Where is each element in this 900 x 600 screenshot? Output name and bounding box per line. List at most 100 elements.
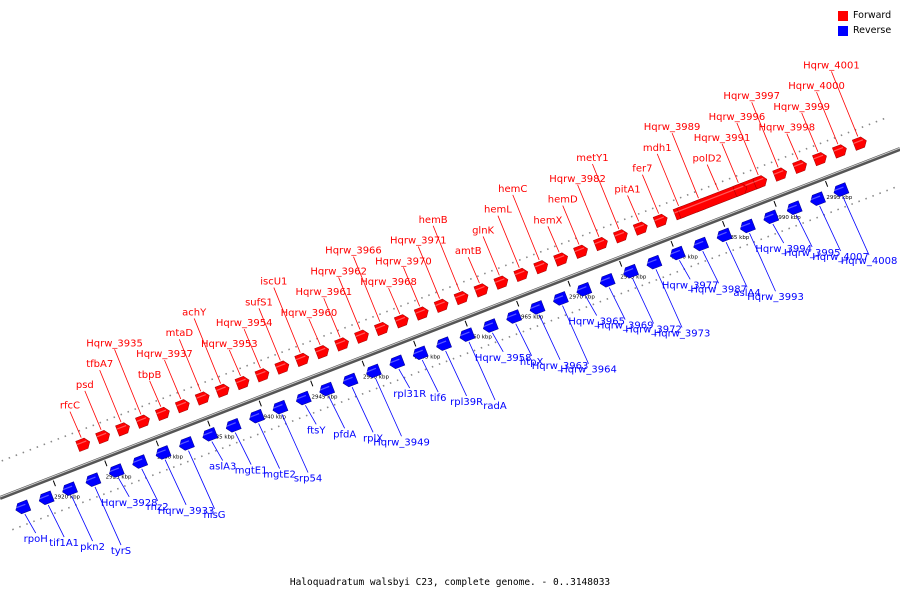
gene-arrow-Hqrw_3999[interactable] [812,151,828,167]
gene-arrow-Hqrw_3958[interactable] [481,318,499,334]
gene-label-Hqrw_3970: Hqrw_3970 [375,256,432,267]
gene-arrow-rpl31R[interactable] [388,354,406,370]
leader-line [736,122,759,176]
leader-line [482,236,500,276]
leader-line [632,278,654,324]
gene-arrow-Hqrw_3962[interactable] [354,329,370,344]
gene-arrow-Hqrw_3960[interactable] [314,344,331,360]
gene-arrow-rfcC[interactable] [75,437,92,452]
gene-arrow-hemB[interactable] [453,290,470,306]
gene-arrow-Hqrw_3972[interactable] [622,263,639,279]
gene-arrow-Hqrw_3994[interactable] [762,209,780,225]
gene-arrow-Hqrw_3969[interactable] [598,272,616,288]
tick-mark [258,400,262,407]
gene-arrow-fer7[interactable] [652,213,669,228]
tick-label: 2925 kbp [106,474,132,480]
gene-arrow-Hqrw_3982[interactable] [593,236,609,252]
gene-arrow-Hqrw_3996[interactable] [752,174,769,190]
legend-swatch [838,25,848,36]
gene-arrow-polD2[interactable] [676,176,765,219]
gene-arrow-ftsY[interactable] [294,390,312,406]
gene-arrow-rplX[interactable] [341,372,359,388]
gene-arrow-sufS1[interactable] [274,359,291,375]
gene-arrow-Hqrw_3987[interactable] [692,236,710,252]
gene-arrow-radA[interactable] [458,327,476,343]
gene-arrow-Hqrw_3937[interactable] [174,398,191,414]
gene-arrow-Hqrw_3961[interactable] [334,336,351,352]
gene-arrow-Hqrw_3954[interactable] [254,367,271,383]
gene-arrow-tfbA7[interactable] [115,421,132,437]
gene-arrow-pkn2[interactable] [61,481,78,497]
gene-arrow-Hqrw_3968[interactable] [393,313,410,329]
gene-arrow-tyrS[interactable] [84,472,102,488]
gene-arrow-hemL[interactable] [513,267,530,283]
gene-arrow-rpoH[interactable] [14,499,32,515]
gene-arrow-Hqrw_3970[interactable] [413,305,430,321]
gene-arrow-Hqrw_3995[interactable] [785,200,803,216]
gene-arrow-Hqrw_4008[interactable] [832,182,850,198]
gene-arrow-mtaD[interactable] [194,390,211,406]
gene-arrow-Hqrw_3965[interactable] [575,282,593,297]
gene-arrow-Hqrw_3971[interactable] [433,298,450,313]
gene-arrow-Hqrw_3964[interactable] [551,291,569,306]
gene-arrow-hemX[interactable] [553,251,570,267]
gene-label-Hqrw_3999: Hqrw_3999 [773,102,830,113]
gene-arrow-mgtE2[interactable] [248,408,265,424]
gene-label-amtB: amtB [455,246,482,257]
tick-label: 2955 kbp [415,355,441,361]
tick-mark [567,280,571,287]
gene-arrow-Hqrw_4001[interactable] [851,135,868,151]
gene-arrow-metY1[interactable] [612,228,629,244]
gene-arrow-hisG[interactable] [177,436,195,451]
gene-arrow-Hqrw_4007[interactable] [809,191,826,207]
gene-arrow-Hqrw_3993[interactable] [738,218,756,234]
gene-arrow-Hqrw_3953[interactable] [234,375,251,391]
gene-label-glnK: glnK [472,225,494,236]
tick-label: 2945 kbp [312,394,338,400]
gene-arrow-rnz2[interactable] [131,454,149,470]
gene-arrow-hemD[interactable] [573,244,589,259]
gene-arrow-Hqrw_3991[interactable] [732,182,749,198]
tick-label: 2975 kbp [620,275,646,281]
gene-label-iscU1: iscU1 [260,277,287,288]
gene-arrow-mgtE1[interactable] [224,418,242,433]
gene-arrow-srp54[interactable] [271,399,289,415]
gene-arrow-htpX[interactable] [505,309,523,325]
gene-arrow-Hqrw_3935[interactable] [135,413,151,429]
gene-arrow-aslA4[interactable] [715,227,733,243]
leader-line [512,194,540,261]
gene-arrow-Hqrw_4000[interactable] [832,143,848,159]
gene-arrow-Hqrw_3933[interactable] [154,445,172,461]
tick-mark [104,460,108,467]
gene-arrow-amtB[interactable] [473,282,490,298]
gene-label-Hqrw_3993: Hqrw_3993 [747,292,804,303]
gene-label-Hqrw_3995: Hqrw_3995 [784,248,841,259]
gene-arrow-pfdA[interactable] [318,381,336,397]
gene-label-srp54: srp54 [294,474,322,485]
gene-arrow-pitA1[interactable] [632,220,649,236]
tick-label: 2960 kbp [466,335,492,341]
gene-arrow-Hqrw_3973[interactable] [645,254,663,270]
gene-arrow-tbpB[interactable] [155,406,171,421]
gene-arrow-Hqrw_3977[interactable] [668,245,686,261]
gene-label-sufS1: sufS1 [245,297,273,308]
gene-arrow-tif1A1[interactable] [37,490,55,506]
gene-label-Hqrw_4008: Hqrw_4008 [841,256,898,267]
gene-arrow-Hqrw_3997[interactable] [772,166,789,182]
gene-label-Hqrw_3968: Hqrw_3968 [360,277,417,288]
gene-label-Hqrw_3965: Hqrw_3965 [568,317,625,328]
gene-arrow-Hqrw_3998[interactable] [792,159,809,174]
gene-arrow-hemC[interactable] [533,259,550,275]
leader-line [627,195,640,222]
gene-arrow-rpl39R[interactable] [435,336,452,352]
gene-arrow-psd[interactable] [95,429,112,445]
gene-arrow-glnK[interactable] [493,274,510,290]
gene-arrow-achY[interactable] [214,383,231,398]
gene-arrow-tif6[interactable] [411,345,429,361]
gene-arrow-aslA3[interactable] [201,427,219,442]
gene-arrow-Hqrw_3963[interactable] [528,300,546,315]
gene-arrow-Hqrw_3966[interactable] [374,321,390,337]
gene-arrow-iscU1[interactable] [294,352,311,367]
gene-arrow-Hqrw_3928[interactable] [107,463,125,479]
gene-arrow-Hqrw_3949[interactable] [364,363,382,379]
